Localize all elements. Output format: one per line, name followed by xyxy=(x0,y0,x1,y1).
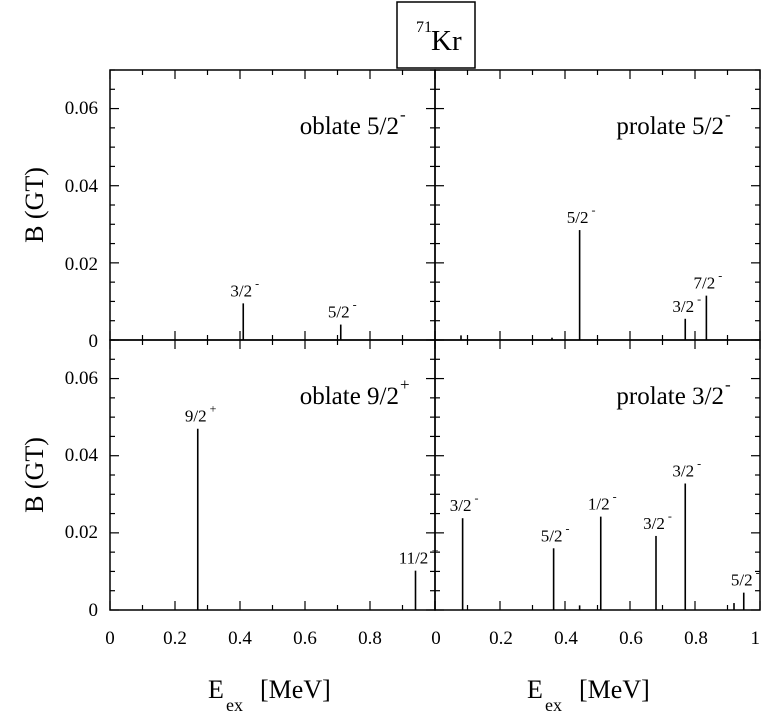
x-axis-label-left-sub: ex xyxy=(226,695,243,715)
y-tick-label-bottom-006: 0.06 xyxy=(65,368,98,389)
bgt-line-label-top-right-4: 7/2 xyxy=(694,274,716,293)
x-tick-labels-right: 0 0.2 0.4 0.6 0.8 1 xyxy=(431,628,760,649)
bgt-line-label-sup-bottom-right-1: - xyxy=(566,521,570,535)
x-tick-label-right-06: 0.6 xyxy=(619,628,643,649)
panel-frame-bottom-right xyxy=(434,339,761,611)
x-axis-label-left-main: E xyxy=(208,675,224,704)
y-tick-label-bottom-004: 0.04 xyxy=(65,445,99,466)
panel-frame-top-left xyxy=(109,69,436,341)
panel-top-right: prolate 5/2 -5/2 -3/2 -7/2- xyxy=(434,69,761,341)
bgt-line-label-bottom-right-4: 3/2 xyxy=(643,514,665,533)
bgt-line-label-bottom-right-7: 5/2 xyxy=(731,571,753,590)
x-tick-label-right-0: 0 xyxy=(431,628,441,649)
x-tick-labels-left: 0 0.2 0.4 0.6 0.8 xyxy=(105,628,382,649)
bgt-line-label-bottom-right-3: 1/2 xyxy=(588,495,610,514)
title-mass-number: 71 xyxy=(416,19,432,36)
bgt-line-label-sup-top-left-0: - xyxy=(255,276,259,290)
bgt-line-label-sup-bottom-right-7: - xyxy=(756,566,760,580)
bgt-line-label-bottom-left-1: 11/2 xyxy=(399,549,429,568)
y-axis-label-bottom: B (GT) xyxy=(20,437,49,513)
x-axis-label-left-unit: [MeV] xyxy=(260,675,331,704)
x-tick-label-left-08: 0.8 xyxy=(358,628,382,649)
y-tick-label-bottom-002: 0.02 xyxy=(65,522,98,543)
bgt-line-label-sup-top-left-1: - xyxy=(353,298,357,312)
y-tick-label-top-0: 0 xyxy=(89,331,99,352)
y-tick-label-top-002: 0.02 xyxy=(65,254,98,275)
y-axis-label-top: B (GT) xyxy=(20,167,49,243)
x-axis-label-right-sub: ex xyxy=(545,695,562,715)
bgt-line-label-top-right-3: 3/2 xyxy=(672,297,694,316)
title-box: 71 Kr xyxy=(396,1,476,69)
x-tick-label-right-08: 0.8 xyxy=(684,628,708,649)
panel-label-sup-bottom-right: - xyxy=(725,375,731,394)
panel-label-sup-top-left: - xyxy=(400,105,406,124)
x-tick-label-right-04: 0.4 xyxy=(554,628,578,649)
bgt-line-label-sup-bottom-left-0: + xyxy=(210,402,217,416)
panel-label-top-left: oblate 5/2 xyxy=(300,113,399,140)
x-tick-label-right-02: 0.2 xyxy=(489,628,513,649)
bgt-line-label-sup-bottom-right-0: - xyxy=(475,491,479,505)
y-tick-label-bottom-0: 0 xyxy=(89,600,99,621)
bgt-line-label-bottom-right-5: 3/2 xyxy=(672,461,694,480)
y-tick-label-top-006: 0.06 xyxy=(65,98,98,119)
panel-label-bottom-left: oblate 9/2 xyxy=(300,383,399,410)
title-element: Kr xyxy=(431,25,462,57)
bgt-line-label-bottom-left-0: 9/2 xyxy=(185,407,207,426)
x-tick-label-left-04: 0.4 xyxy=(228,628,252,649)
bgt-line-label-top-right-2: 5/2 xyxy=(567,208,589,227)
x-axis-label-right: E ex [MeV] xyxy=(527,675,650,715)
panels: oblate 5/2 -3/2 -5/2 -prolate 5/2 -5/2 -3/2 -7… xyxy=(109,69,761,611)
panel-label-top-right: prolate 5/2 xyxy=(616,113,724,140)
bgt-line-label-sup-top-right-3: - xyxy=(697,292,701,306)
x-tick-label-left-0: 0 xyxy=(105,628,115,649)
bgt-line-label-sup-bottom-right-3: - xyxy=(613,490,617,504)
x-axis-label-right-main: E xyxy=(527,675,543,704)
bgt-line-label-sup-top-right-4: - xyxy=(718,269,722,283)
panel-label-sup-top-right: - xyxy=(725,105,731,124)
bgt-line-label-bottom-right-1: 5/2 xyxy=(541,526,563,545)
panel-bottom-right: prolate 3/2 -3/2 -5/2 -1/2 -3/2 -3/2 -5/2- xyxy=(434,339,761,611)
y-tick-labels: 0 0.02 0.04 0.06 0 0.02 0.04 0.06 xyxy=(65,98,99,621)
x-axis-label-right-unit: [MeV] xyxy=(579,675,650,704)
bgt-line-label-sup-bottom-right-5: - xyxy=(697,456,701,470)
bgt-line-label-top-left-1: 5/2 xyxy=(328,303,350,322)
y-tick-label-top-004: 0.04 xyxy=(65,176,99,197)
x-tick-label-left-02: 0.2 xyxy=(163,628,187,649)
panel-label-sup-bottom-left: + xyxy=(400,375,410,394)
panel-frame-bottom-left xyxy=(109,339,436,611)
x-tick-label-right-1: 1 xyxy=(751,628,761,649)
bgt-line-label-top-left-0: 3/2 xyxy=(230,281,252,300)
bgt-line-label-sup-top-right-2: - xyxy=(592,203,596,217)
panel-bottom-left: oblate 9/2 +9/2 +11/2 + xyxy=(109,339,439,611)
x-tick-label-left-06: 0.6 xyxy=(293,628,317,649)
panel-frame-top-right xyxy=(434,69,761,341)
x-axis-label-left: E ex [MeV] xyxy=(208,675,331,715)
bgt-line-label-bottom-right-0: 3/2 xyxy=(450,496,472,515)
bgt-line-label-sup-bottom-right-4: - xyxy=(668,509,672,523)
panel-top-left: oblate 5/2 -3/2 -5/2- xyxy=(109,69,436,341)
panel-label-bottom-right: prolate 3/2 xyxy=(616,383,724,410)
